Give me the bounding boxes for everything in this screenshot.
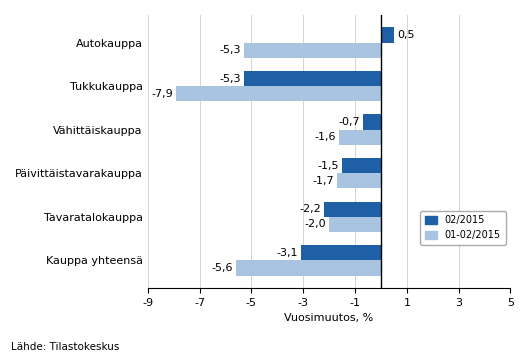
- Text: Lähde: Tilastokeskus: Lähde: Tilastokeskus: [11, 342, 119, 352]
- Bar: [244, 71, 381, 86]
- Bar: [329, 217, 381, 232]
- Text: -1,7: -1,7: [312, 176, 334, 186]
- Bar: [337, 173, 381, 188]
- Bar: [300, 245, 381, 260]
- Text: -2,2: -2,2: [299, 204, 321, 214]
- Bar: [236, 260, 381, 276]
- Text: -7,9: -7,9: [151, 89, 173, 99]
- Text: -2,0: -2,0: [304, 219, 326, 229]
- Bar: [363, 115, 381, 130]
- Bar: [324, 201, 381, 217]
- Bar: [342, 158, 381, 173]
- Text: -1,5: -1,5: [317, 161, 339, 171]
- Text: -1,6: -1,6: [315, 132, 336, 142]
- Text: 0,5: 0,5: [397, 30, 415, 40]
- Bar: [381, 27, 394, 43]
- Text: -3,1: -3,1: [276, 248, 297, 258]
- Legend: 02/2015, 01-02/2015: 02/2015, 01-02/2015: [421, 211, 506, 245]
- X-axis label: Vuosimuutos, %: Vuosimuutos, %: [285, 313, 374, 323]
- Bar: [244, 43, 381, 58]
- Bar: [176, 86, 381, 101]
- Bar: [340, 130, 381, 145]
- Text: -5,3: -5,3: [219, 45, 241, 55]
- Text: -0,7: -0,7: [338, 117, 360, 127]
- Text: -5,3: -5,3: [219, 74, 241, 84]
- Text: -5,6: -5,6: [211, 263, 233, 273]
